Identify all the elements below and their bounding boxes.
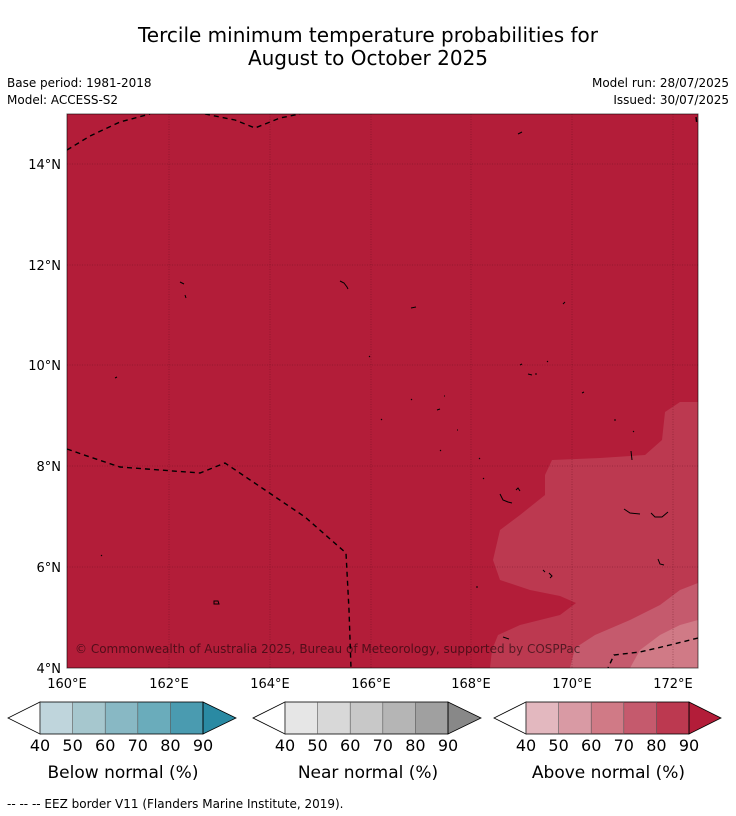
colorbar-tick: 60 (340, 736, 360, 755)
x-tick-label: 168°E (451, 677, 491, 692)
copyright-notice: © Commonwealth of Australia 2025, Bureau… (75, 642, 580, 656)
colorbar-tick: 50 (548, 736, 568, 755)
colorbar-tick: 80 (160, 736, 180, 755)
y-tick-label: 14°N (28, 158, 61, 173)
x-tick-label: 166°E (351, 677, 391, 692)
colorbar-extend-high (202, 701, 237, 735)
x-tick-label: 170°E (552, 677, 592, 692)
colorbar-extend-low (7, 701, 41, 735)
y-tick-label: 4°N (37, 662, 62, 677)
y-tick-label: 10°N (28, 359, 61, 374)
issued-date: Issued: 30/07/2025 (613, 93, 729, 107)
colorbar: 40 50 60 70 80 90 Below normal (%) (7, 701, 237, 783)
map-title-line1: Tercile minimum temperature probabilitie… (137, 23, 599, 47)
map-frame (66, 113, 699, 669)
colorbar-segment (105, 702, 138, 734)
x-tick-label: 160°E (47, 677, 87, 692)
colorbar-tick: 60 (581, 736, 601, 755)
colorbar-tick: 50 (307, 736, 327, 755)
colorbar-segment (382, 702, 416, 734)
colorbar-segment (526, 702, 559, 734)
colorbar-segment (415, 702, 448, 734)
y-tick-label: 8°N (37, 460, 62, 475)
colorbar-extend-high (447, 701, 482, 735)
islands (100, 131, 669, 640)
colorbar-label: Near normal (%) (298, 763, 438, 783)
colorbar-segment (317, 702, 351, 734)
colorbar-segment (350, 702, 383, 734)
colorbar-extend-high (688, 701, 722, 735)
eez-footnote: -- -- -- EEZ border V11 (Flanders Marine… (7, 797, 344, 811)
probability-zone-80 (490, 402, 698, 668)
colorbar-segment (285, 702, 318, 734)
colorbar-tick: 40 (275, 736, 295, 755)
colorbar-legend: 40 50 60 70 80 90 Below normal (%) 40 50 60 70 80 90… (7, 701, 722, 783)
eez-border (67, 114, 698, 668)
model-name: Model: ACCESS-S2 (7, 93, 119, 107)
colorbar-label: Below normal (%) (48, 763, 199, 783)
y-tick-label: 12°N (28, 259, 61, 274)
y-tick-label: 6°N (37, 561, 62, 576)
colorbar-tick: 90 (679, 736, 699, 755)
colorbar-tick: 70 (128, 736, 148, 755)
colorbar-tick: 80 (405, 736, 425, 755)
graticule (67, 114, 698, 668)
colorbar-label: Above normal (%) (532, 763, 685, 783)
colorbar-tick: 70 (614, 736, 634, 755)
x-tick-label: 172°E (653, 677, 693, 692)
colorbar-segment (591, 702, 624, 734)
colorbar-tick: 40 (516, 736, 536, 755)
base-period: Base period: 1981-2018 (7, 76, 152, 90)
colorbar-tick: 40 (30, 736, 50, 755)
y-axis-labels: 14°N 12°N 10°N 8°N 6°N 4°N (28, 158, 61, 677)
probability-zone-60 (630, 620, 698, 668)
colorbar-tick: 70 (373, 736, 393, 755)
colorbar-tick: 60 (95, 736, 115, 755)
colorbar-segment (170, 702, 203, 734)
x-tick-label: 164°E (250, 677, 290, 692)
colorbar-tick: 90 (193, 736, 213, 755)
colorbar-segment (558, 702, 592, 734)
model-run: Model run: 28/07/2025 (591, 76, 729, 90)
x-tick-label: 162°E (149, 677, 189, 692)
colorbar-segment (72, 702, 106, 734)
colorbar-tick: 50 (62, 736, 82, 755)
colorbar-segment (656, 702, 689, 734)
colorbar-extend-low (493, 701, 527, 735)
colorbar-segment (40, 702, 73, 734)
colorbar-tick: 80 (646, 736, 666, 755)
map-title-line2: August to October 2025 (247, 46, 489, 70)
x-axis-labels: 160°E 162°E 164°E 166°E 168°E 170°E 172°E (47, 677, 693, 692)
colorbar-extend-low (252, 701, 286, 735)
colorbar-segment (137, 702, 171, 734)
colorbar-tick: 90 (438, 736, 458, 755)
colorbar-segment (623, 702, 657, 734)
colorbar: 40 50 60 70 80 90 Above normal (%) (493, 701, 722, 783)
